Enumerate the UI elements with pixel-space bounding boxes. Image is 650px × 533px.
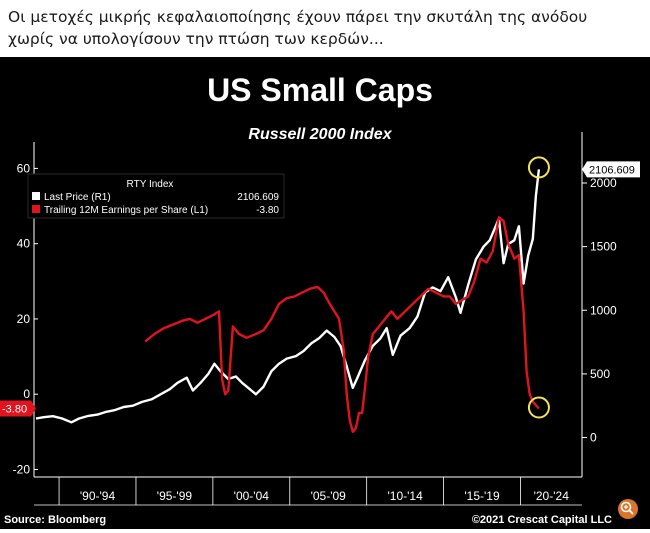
left-tick-label: -20 <box>13 462 31 476</box>
right-tick-label: 1500 <box>590 240 617 254</box>
left-tick-label: 0 <box>23 387 30 401</box>
x-tick-label: '00-'04 <box>234 489 270 503</box>
right-tick-label: 500 <box>590 367 610 381</box>
axes-group: 60 40 20 0 -20 2000 1500 1000 500 0 '90-'94 '95-'99… <box>13 132 617 506</box>
left-tick-label: 40 <box>17 237 31 251</box>
right-tick-label: 1000 <box>590 303 617 317</box>
eps-last-value-tag: -3.80 <box>0 400 36 417</box>
legend-box <box>27 173 285 219</box>
article-caption: Οι μετοχές μικρής κεφαλαιοποίησης έχουν … <box>8 8 588 48</box>
chart-title: US Small Caps <box>207 72 433 108</box>
right-tick-label: 2000 <box>590 176 617 190</box>
right-tick-label: 0 <box>590 431 597 445</box>
price-last-value-tag: 2106.609 <box>582 161 640 178</box>
legend-header: RTY Index <box>127 179 174 190</box>
eps-series-line <box>144 216 540 433</box>
eps-low-highlight-circle <box>527 396 550 419</box>
x-tick-label: '15-'19 <box>464 489 500 503</box>
zoom-icon[interactable] <box>618 499 638 519</box>
legend-value-price: 2106.609 <box>237 192 279 203</box>
price-series-line <box>35 169 541 424</box>
x-tick-label: '10-'14 <box>387 489 423 503</box>
eps-last-value-label: -3.80 <box>2 404 27 416</box>
price-peak-highlight-circle <box>527 156 550 179</box>
copyright-note: ©2021 Crescat Capital LLC <box>472 514 612 526</box>
left-tick-label: 60 <box>17 161 31 175</box>
chart-panel: US Small Caps Russell 2000 Index 60 40 20 0… <box>0 57 650 529</box>
series-group <box>35 169 541 433</box>
chart-subtitle: Russell 2000 Index <box>248 126 392 143</box>
x-tick-label: '20-'24 <box>534 489 570 503</box>
russell-2000-chart: US Small Caps Russell 2000 Index 6040200… <box>0 57 650 529</box>
x-tick-label: '05-'09 <box>311 489 347 503</box>
price-last-value-label: 2106.609 <box>589 164 635 176</box>
legend-swatch-price <box>32 192 40 200</box>
legend-value-eps: -3.80 <box>256 205 279 216</box>
legend: RTY Index Last Price (R1) 2106.609 Trail… <box>27 173 285 219</box>
x-tick-label: '90-'94 <box>80 489 116 503</box>
legend-label-price: Last Price (R1) <box>44 192 111 203</box>
legend-label-eps: Trailing 12M Earnings per Share (L1) <box>44 205 208 216</box>
source-note: Source: Bloomberg <box>4 514 106 526</box>
left-tick-label: 20 <box>17 312 31 326</box>
legend-swatch-eps <box>32 205 40 213</box>
x-tick-label: '95-'99 <box>157 489 193 503</box>
annotation-group: 2106.609 -3.80 <box>0 156 640 419</box>
